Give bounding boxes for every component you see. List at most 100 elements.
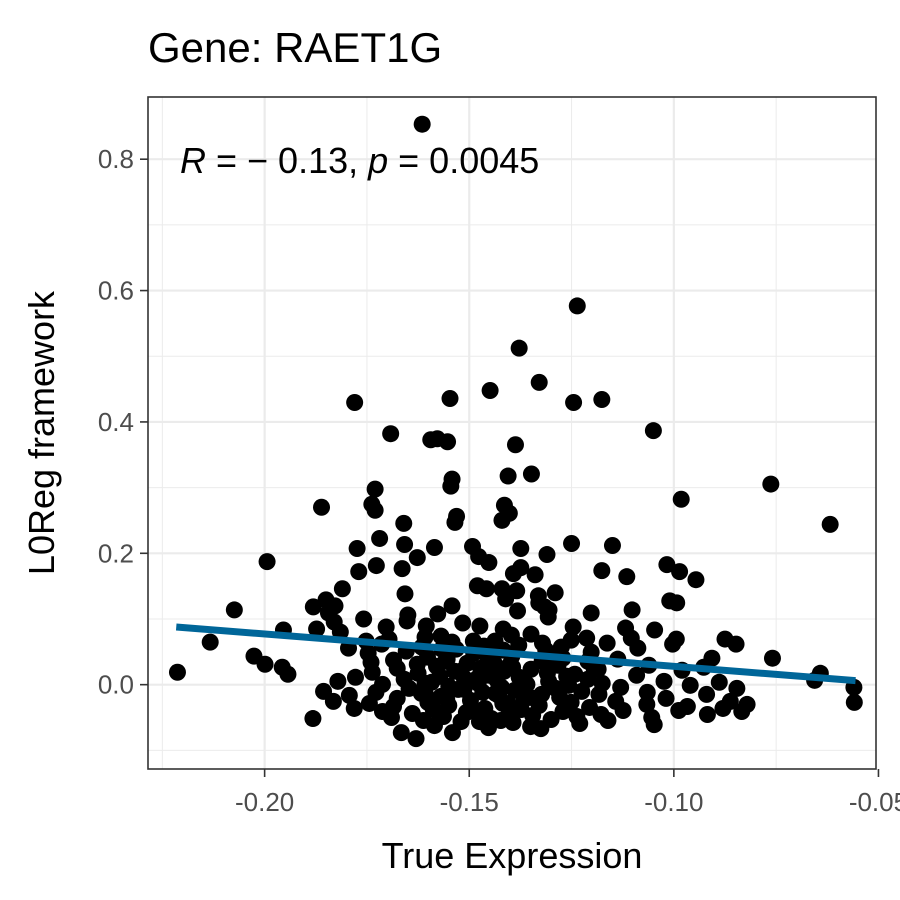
data-point bbox=[506, 436, 524, 454]
data-point bbox=[522, 660, 540, 678]
data-point bbox=[565, 393, 583, 411]
data-point bbox=[578, 629, 596, 647]
data-point bbox=[526, 566, 544, 584]
data-point bbox=[657, 689, 675, 707]
data-point bbox=[470, 713, 488, 731]
plot-border bbox=[147, 96, 877, 770]
data-point bbox=[603, 536, 621, 554]
data-point bbox=[525, 689, 543, 707]
data-point bbox=[437, 652, 455, 670]
data-point bbox=[313, 498, 331, 516]
data-point bbox=[710, 673, 728, 691]
data-point bbox=[258, 553, 276, 571]
data-point bbox=[348, 540, 366, 558]
data-point bbox=[573, 682, 591, 700]
data-point bbox=[728, 679, 746, 697]
data-point bbox=[279, 665, 297, 683]
data-point bbox=[614, 701, 632, 719]
data-point bbox=[563, 535, 581, 553]
data-point bbox=[672, 490, 690, 508]
x-tick-label: -0.15 bbox=[440, 787, 499, 817]
data-point bbox=[367, 557, 385, 575]
data-point bbox=[366, 501, 384, 519]
data-point bbox=[687, 571, 705, 589]
data-point bbox=[304, 710, 322, 728]
p-symbol: p bbox=[367, 140, 388, 181]
data-point bbox=[346, 393, 364, 411]
data-point bbox=[416, 674, 434, 692]
data-point bbox=[480, 554, 498, 572]
data-point bbox=[486, 684, 504, 702]
r-symbol: R bbox=[180, 140, 206, 181]
data-point bbox=[443, 597, 461, 615]
data-point bbox=[670, 701, 688, 719]
data-point bbox=[655, 672, 673, 690]
data-point bbox=[564, 618, 582, 636]
data-point bbox=[407, 730, 425, 748]
data-point bbox=[612, 678, 630, 696]
data-point bbox=[538, 546, 556, 564]
data-point bbox=[396, 585, 414, 603]
data-points bbox=[168, 115, 863, 748]
data-point bbox=[497, 590, 515, 608]
data-point bbox=[474, 683, 492, 701]
data-point bbox=[477, 580, 495, 598]
data-point bbox=[324, 692, 342, 710]
data-point bbox=[168, 663, 186, 681]
data-point bbox=[446, 513, 464, 531]
data-point bbox=[442, 477, 460, 495]
y-tick-label: 0.4 bbox=[98, 407, 134, 437]
correlation-annotation: R = − 0.13, p = 0.0045 bbox=[180, 140, 539, 181]
data-point bbox=[512, 540, 530, 558]
chart-title: Gene: RAET1G bbox=[148, 24, 442, 71]
data-point bbox=[317, 591, 335, 609]
data-point bbox=[598, 634, 616, 652]
y-axis-title: L0Reg framework bbox=[21, 290, 62, 575]
p-value: = 0.0045 bbox=[388, 140, 539, 181]
data-point bbox=[425, 539, 443, 557]
data-point bbox=[308, 620, 326, 638]
data-point bbox=[346, 668, 364, 686]
data-point bbox=[546, 584, 564, 602]
data-point bbox=[492, 712, 510, 730]
x-tick-label: -0.05 bbox=[849, 787, 900, 817]
data-point bbox=[568, 297, 586, 315]
data-point bbox=[340, 686, 358, 704]
data-point bbox=[571, 715, 589, 733]
data-point bbox=[510, 339, 528, 357]
data-point bbox=[481, 381, 499, 399]
data-point bbox=[698, 685, 716, 703]
data-point bbox=[845, 693, 863, 711]
data-point bbox=[644, 422, 662, 440]
data-point bbox=[585, 659, 603, 677]
data-point bbox=[408, 549, 426, 567]
data-point bbox=[514, 675, 532, 693]
data-point bbox=[422, 431, 440, 449]
data-point bbox=[509, 602, 527, 620]
data-point bbox=[554, 702, 572, 720]
data-point bbox=[461, 701, 479, 719]
regression-line-group bbox=[175, 623, 856, 685]
data-point bbox=[646, 621, 664, 639]
data-point bbox=[504, 565, 522, 583]
data-point bbox=[628, 666, 646, 684]
data-point bbox=[698, 705, 716, 723]
data-point bbox=[539, 608, 557, 626]
data-point bbox=[468, 669, 486, 687]
data-point bbox=[201, 633, 219, 651]
data-point bbox=[681, 676, 699, 694]
data-point bbox=[727, 635, 745, 653]
data-point bbox=[304, 598, 322, 616]
data-point bbox=[438, 690, 456, 708]
x-axis-title: True Expression bbox=[382, 835, 643, 876]
data-point bbox=[558, 667, 576, 685]
data-point bbox=[714, 699, 732, 717]
data-point bbox=[664, 635, 682, 653]
y-tick-label: 0.2 bbox=[98, 538, 134, 568]
data-point bbox=[366, 480, 384, 498]
data-point bbox=[471, 617, 489, 635]
data-point bbox=[522, 625, 540, 643]
data-point bbox=[762, 475, 780, 493]
data-point bbox=[429, 605, 447, 623]
